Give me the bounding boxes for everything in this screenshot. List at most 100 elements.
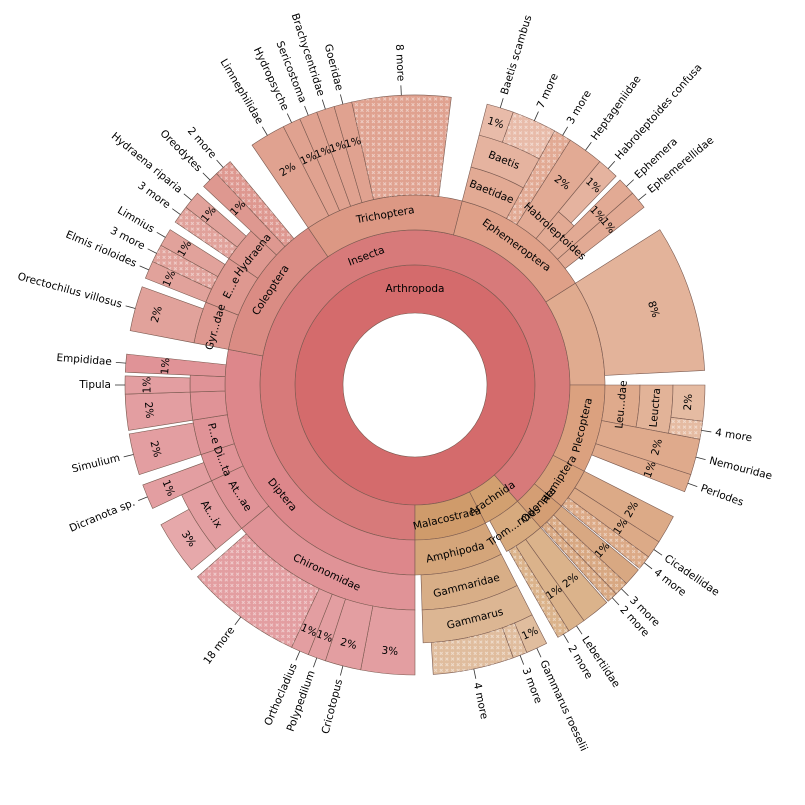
leaf-wedge	[557, 161, 617, 224]
leaf-wedge	[160, 229, 226, 278]
outer-name: 18 more	[201, 625, 237, 667]
leader-line	[499, 98, 504, 108]
leaf-percent: 1%	[486, 115, 505, 131]
outer-name: Limnephilidae	[218, 57, 266, 127]
leader-line	[321, 99, 326, 110]
outer-name: Simulium	[71, 452, 122, 475]
node-wedge	[189, 390, 228, 421]
leader-line	[607, 160, 616, 169]
leaf-percent: 8%	[645, 299, 661, 319]
leaf-percent: 2%	[149, 305, 165, 324]
hatch-overlay	[546, 515, 627, 594]
leaf-percent: 2%	[682, 393, 695, 410]
leader-line	[533, 111, 539, 121]
hatch-overlay	[508, 546, 569, 638]
leaf-wedge	[575, 229, 705, 376]
leader-line	[562, 126, 569, 136]
leader-line	[139, 265, 150, 271]
leader-line	[638, 193, 647, 201]
leaf-percent: 1%	[142, 377, 154, 394]
leaf-wedge	[124, 375, 191, 395]
outer-name: 3 more	[520, 666, 545, 705]
node-name: Leu...dae	[613, 380, 629, 429]
leader-line	[563, 633, 569, 643]
leaf-percent: 1%	[328, 139, 348, 156]
node-wedge	[294, 264, 536, 506]
outer-name: Perlodes	[699, 482, 745, 508]
outer-name: 4 more	[714, 427, 753, 445]
leader-line	[611, 597, 620, 606]
hatch-overlay	[216, 161, 294, 247]
outer-name: 4 more	[471, 681, 490, 720]
outer-name: Tipula	[78, 379, 111, 391]
hatch-overlay	[502, 112, 555, 159]
node-wedge	[189, 374, 226, 393]
hatch-overlay	[175, 207, 238, 259]
hatch-overlay	[562, 497, 649, 569]
leader-line	[202, 172, 211, 181]
leaf-wedge	[124, 353, 227, 377]
leader-line	[621, 588, 629, 597]
leader-line	[519, 655, 525, 665]
leaf-wedge	[129, 286, 204, 344]
hatch-overlay	[506, 130, 571, 225]
leaf-percent: 1%	[315, 628, 335, 645]
leader-line	[473, 668, 477, 679]
leaf-percent: 2%	[339, 636, 358, 652]
hatch-overlay	[152, 245, 218, 290]
outer-name: 7 more	[535, 72, 561, 111]
node-name: P...e	[205, 422, 222, 445]
leader-line	[695, 456, 706, 460]
outer-name: Cricotopus	[320, 678, 346, 735]
outer-name: 3 more	[565, 88, 594, 126]
leaf-percent: 1%	[313, 144, 333, 161]
leader-line	[653, 549, 663, 556]
leaf-percent: 2%	[142, 401, 156, 419]
leader-line	[138, 496, 148, 502]
leader-line	[125, 305, 136, 309]
leader-line	[172, 208, 181, 215]
leader-line	[156, 231, 166, 238]
leader-line	[576, 625, 583, 635]
leader-line	[340, 665, 344, 676]
leader-line	[340, 94, 344, 105]
leader-line	[234, 616, 242, 626]
outer-name: Baetis scambus	[499, 14, 535, 97]
leader-line	[123, 454, 134, 458]
leader-line	[701, 429, 712, 433]
leaf-percent: 2%	[147, 440, 163, 459]
hatch-overlay	[502, 623, 527, 658]
leader-line	[313, 657, 318, 668]
leaf-percent: 1%	[159, 478, 177, 498]
leader-line	[304, 105, 309, 116]
outer-name: Dicranota sp.	[68, 497, 137, 535]
hatch-overlay	[431, 627, 514, 675]
outer-name: Goeridae	[322, 43, 346, 92]
leaf-wedge	[591, 443, 692, 493]
leaf-wedge	[185, 192, 247, 248]
hatch-overlay	[668, 417, 703, 440]
leader-line	[536, 648, 542, 658]
hatch-overlay	[541, 521, 617, 602]
leaf-percent: 3%	[381, 645, 399, 659]
node-name: Leuctra	[648, 388, 664, 428]
leaf-percent: 1%	[343, 135, 362, 151]
outer-name: Empididae	[56, 352, 112, 368]
leaf-wedge	[142, 462, 212, 509]
leaf-percent: 1%	[159, 357, 172, 375]
outer-name: Orectochilus villosus	[16, 271, 123, 311]
leaf-percent: 2%	[649, 438, 665, 457]
hatch-overlay	[351, 94, 452, 200]
leader-line	[216, 159, 224, 168]
leader-line	[626, 179, 634, 187]
outer-name: Nemouridae	[708, 455, 773, 483]
leader-line	[687, 482, 698, 487]
leader-line	[286, 113, 292, 123]
leader-line	[183, 193, 192, 201]
node-name: Arthropoda	[386, 283, 445, 295]
leaf-percent: 1%	[642, 460, 659, 480]
leader-line	[585, 142, 592, 151]
hatch-overlay	[197, 533, 320, 648]
